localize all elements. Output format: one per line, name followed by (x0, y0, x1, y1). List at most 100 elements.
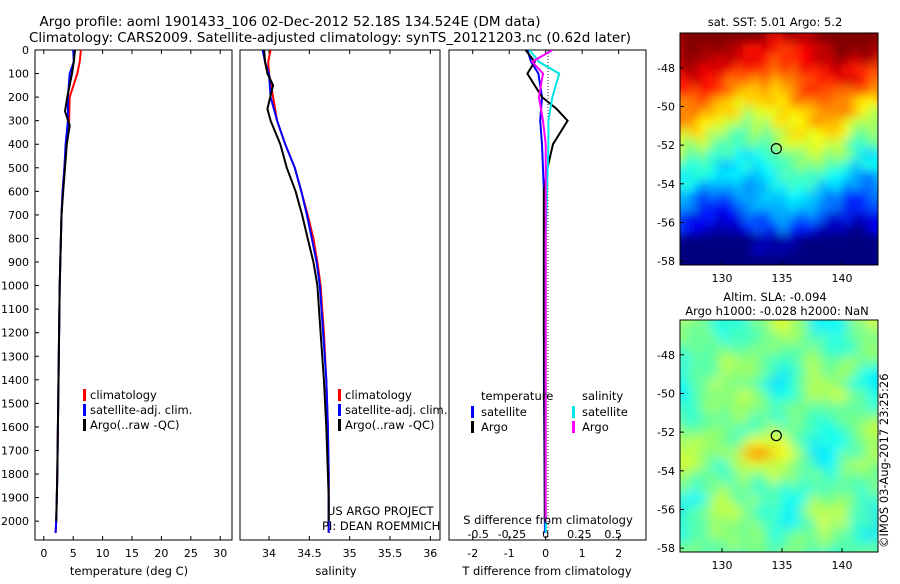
field-cell (842, 33, 852, 45)
field-cell (779, 127, 789, 140)
field-cell (798, 436, 810, 449)
field-cell (851, 138, 861, 150)
field-cell (779, 33, 789, 45)
field-cell (680, 447, 681, 461)
field-cell (824, 243, 834, 256)
field-cell (788, 320, 800, 333)
field-cell (878, 107, 888, 119)
field-cell (719, 331, 731, 345)
field-cell (838, 517, 850, 530)
field-cell (689, 191, 699, 203)
field-cell (709, 424, 721, 437)
field-cell (779, 201, 789, 214)
field-cell (752, 149, 762, 161)
field-cell (838, 320, 850, 333)
field-cell (788, 117, 798, 129)
field-cell (698, 75, 708, 87)
field-cell (729, 505, 741, 519)
y-tick-label: 2000 (1, 515, 29, 528)
field-cell (689, 233, 699, 245)
field-cell (842, 43, 852, 56)
field-cell (770, 64, 780, 77)
field-cell (769, 470, 780, 484)
field-cell (842, 159, 852, 172)
field-cell (842, 243, 852, 256)
field-cell (838, 343, 850, 356)
field-cell (769, 401, 780, 414)
field-cell (761, 233, 771, 245)
field-cell (743, 106, 753, 119)
x-tick-label: 25 (184, 547, 198, 560)
field-cell (851, 233, 861, 245)
field-cell (858, 389, 870, 403)
field-cell (779, 447, 790, 461)
field-cell (878, 149, 888, 161)
field-cell (690, 552, 701, 565)
field-cell (689, 75, 699, 87)
field-cell (759, 459, 771, 472)
field-cell (761, 64, 771, 77)
field-cell (709, 540, 721, 552)
field-cell (868, 494, 878, 507)
field-cell (716, 43, 726, 56)
field-cell (806, 33, 816, 45)
field-cell (707, 201, 717, 214)
field-cell (842, 96, 852, 108)
field-cell (818, 331, 830, 345)
field-cell (719, 470, 731, 484)
legend-label: Argo(..raw -QC) (90, 418, 180, 432)
y-tick-label: 1900 (1, 492, 29, 505)
legend-swatch (83, 404, 86, 416)
field-cell (788, 540, 800, 552)
field-cell (779, 222, 789, 235)
field-cell (734, 254, 744, 265)
sst-map-frame (679, 32, 879, 266)
field-cell (788, 243, 798, 256)
field-cell (698, 243, 708, 256)
field-cell (761, 191, 771, 203)
field-cell (689, 459, 701, 472)
field-cell (689, 331, 701, 345)
field-cell (739, 331, 751, 345)
field-cell (680, 191, 690, 203)
field-cell (868, 331, 878, 345)
field-cell (824, 191, 834, 203)
field-cell (749, 517, 761, 530)
field-cell (858, 366, 870, 379)
field-cell (779, 96, 789, 108)
field-cell (719, 343, 731, 356)
field-cell (815, 96, 825, 108)
field-cell (797, 96, 807, 108)
field-cell (818, 389, 830, 403)
field-cell (725, 191, 735, 203)
x-tick-label: 36 (423, 547, 437, 560)
field-cell (797, 138, 807, 150)
field-cell (725, 170, 735, 182)
field-cell (716, 159, 726, 172)
field-cell (716, 191, 726, 203)
field-cell (759, 517, 771, 530)
field-cell (806, 75, 816, 87)
field-cell (743, 243, 753, 256)
field-cell (680, 212, 690, 224)
field-cell (729, 482, 741, 495)
field-cell (689, 170, 699, 182)
field-cell (752, 96, 762, 108)
map-x-tick-label: 140 (832, 559, 853, 572)
field-cell (851, 85, 861, 98)
field-cell (680, 366, 681, 379)
field-cell (739, 424, 751, 437)
field-cell (788, 447, 800, 461)
field-cell (770, 33, 780, 45)
field-cell (798, 517, 810, 530)
field-cell (779, 540, 790, 552)
field-cell (752, 127, 762, 140)
field-cell (680, 159, 690, 172)
field-cell (739, 447, 751, 461)
field-cell (869, 149, 878, 161)
field-cell (779, 138, 789, 150)
field-cell (716, 254, 726, 265)
field-cell (797, 33, 807, 45)
field-cell (797, 254, 807, 265)
field-cell (707, 117, 717, 129)
